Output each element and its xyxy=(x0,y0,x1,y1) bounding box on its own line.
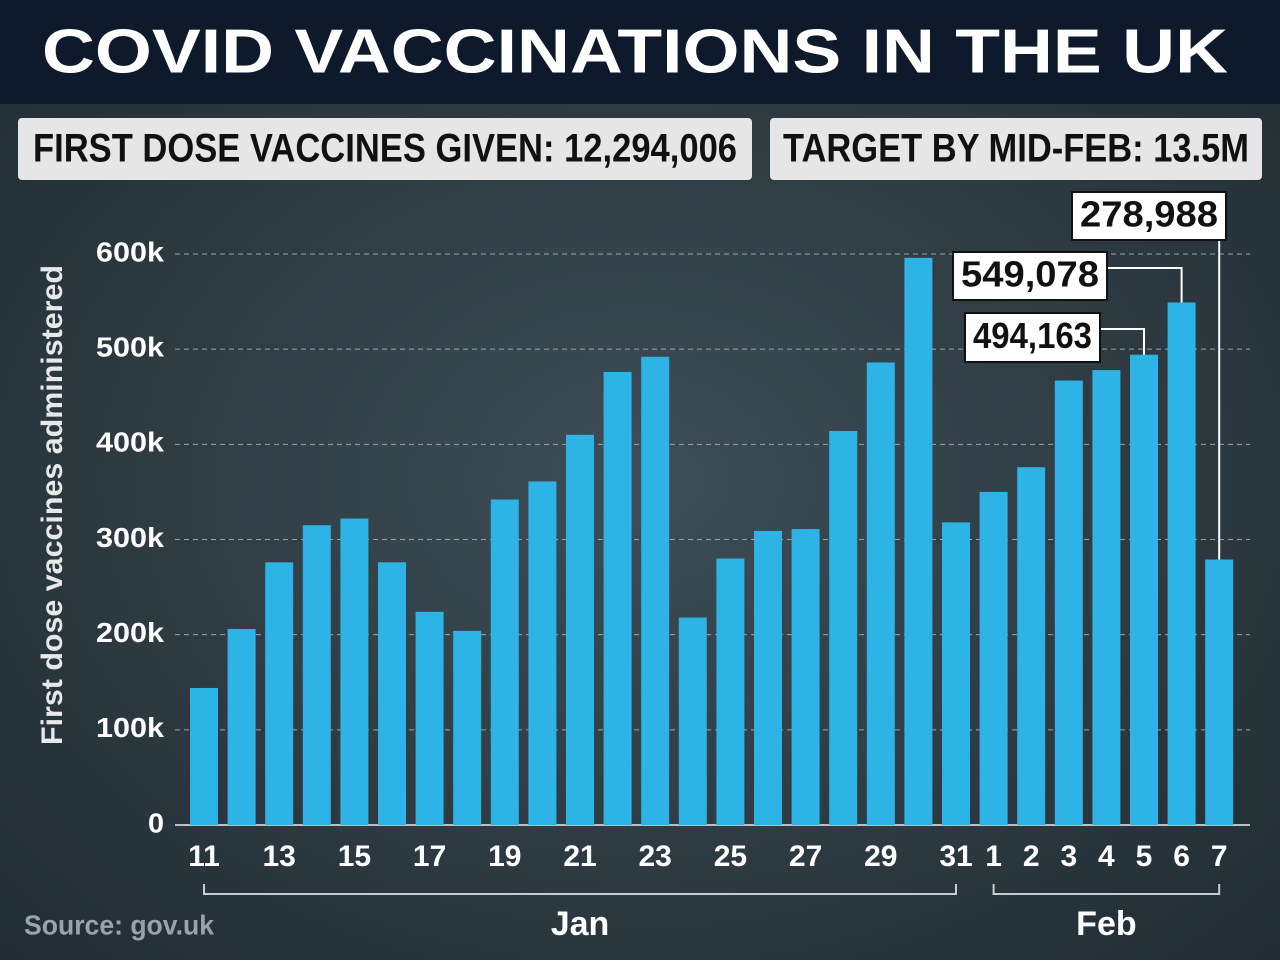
bar xyxy=(904,257,933,826)
callout-box xyxy=(964,312,1101,363)
value-label: 549,078 xyxy=(961,254,1099,295)
callout-line xyxy=(1100,328,1145,355)
bar xyxy=(378,562,406,825)
bar xyxy=(1167,302,1196,825)
callout-box xyxy=(952,251,1108,301)
group-label: Feb xyxy=(1076,905,1136,943)
x-tick-label: 31 xyxy=(939,840,972,873)
x-tick-label: 19 xyxy=(488,840,521,873)
bar xyxy=(603,372,632,825)
x-tick-label: 7 xyxy=(1211,840,1228,873)
headline-box xyxy=(18,118,752,180)
bar xyxy=(340,518,369,825)
callout-line xyxy=(1107,267,1183,303)
chart-title: COVID VACCINATIONS IN THE UK xyxy=(42,17,1228,86)
y-tick-label: 500k xyxy=(96,332,164,363)
value-label: 494,163 xyxy=(973,315,1092,356)
x-tick-label: 11 xyxy=(188,840,220,873)
x-tick-label: 5 xyxy=(1136,840,1153,873)
x-tick-label: 21 xyxy=(563,840,596,873)
x-tick-label: 29 xyxy=(864,840,897,873)
bar xyxy=(829,431,858,825)
y-tick-label: 300k xyxy=(96,522,164,553)
bar xyxy=(1092,370,1121,825)
bar xyxy=(528,481,557,825)
bar xyxy=(415,611,444,825)
group-bracket xyxy=(203,884,957,895)
y-tick-label: 0 xyxy=(148,807,164,838)
y-axis-label: First dose vaccines administered xyxy=(36,265,69,745)
y-tick-label: 600k xyxy=(96,236,164,267)
x-tick-label: 17 xyxy=(413,840,446,873)
x-tick-label: 25 xyxy=(714,840,747,873)
headline-box xyxy=(770,118,1262,180)
y-tick-label: 400k xyxy=(96,427,164,458)
y-tick-label: 200k xyxy=(96,617,164,648)
bar xyxy=(490,499,519,825)
x-tick-label: 15 xyxy=(338,840,371,873)
callout-box xyxy=(1071,191,1227,241)
title-bar xyxy=(0,0,1280,104)
bar xyxy=(265,562,294,825)
x-tick-label: 13 xyxy=(263,840,296,873)
bar xyxy=(302,525,331,825)
bar xyxy=(979,491,1008,825)
bar xyxy=(227,628,256,825)
bar xyxy=(1054,380,1083,825)
headline: TARGET BY MID-FEB: 13.5M xyxy=(783,127,1249,171)
y-tick-label: 100k xyxy=(96,712,164,743)
bar xyxy=(1130,354,1158,825)
bar xyxy=(716,558,745,825)
bar xyxy=(866,362,895,825)
x-tick-label: 2 xyxy=(1023,840,1040,873)
x-tick-label: 23 xyxy=(639,840,672,873)
value-label: 278,988 xyxy=(1080,194,1218,235)
bar xyxy=(942,522,970,825)
x-tick-label: 27 xyxy=(789,840,822,873)
bar xyxy=(566,434,594,825)
bar xyxy=(791,529,820,825)
bar xyxy=(754,530,782,825)
x-tick-label: 3 xyxy=(1060,840,1077,873)
bar xyxy=(1205,559,1234,825)
x-tick-label: 1 xyxy=(985,840,1002,873)
headline: FIRST DOSE VACCINES GIVEN: 12,294,006 xyxy=(33,127,737,171)
bar xyxy=(641,356,670,825)
bar xyxy=(190,687,218,825)
x-tick-label: 6 xyxy=(1173,840,1190,873)
bar xyxy=(1017,467,1046,825)
group-label: Jan xyxy=(551,905,610,943)
bar xyxy=(678,617,707,825)
x-tick-label: 4 xyxy=(1098,840,1115,873)
group-bracket xyxy=(992,884,1221,895)
bar xyxy=(453,630,482,825)
source: Source: gov.uk xyxy=(24,909,214,940)
